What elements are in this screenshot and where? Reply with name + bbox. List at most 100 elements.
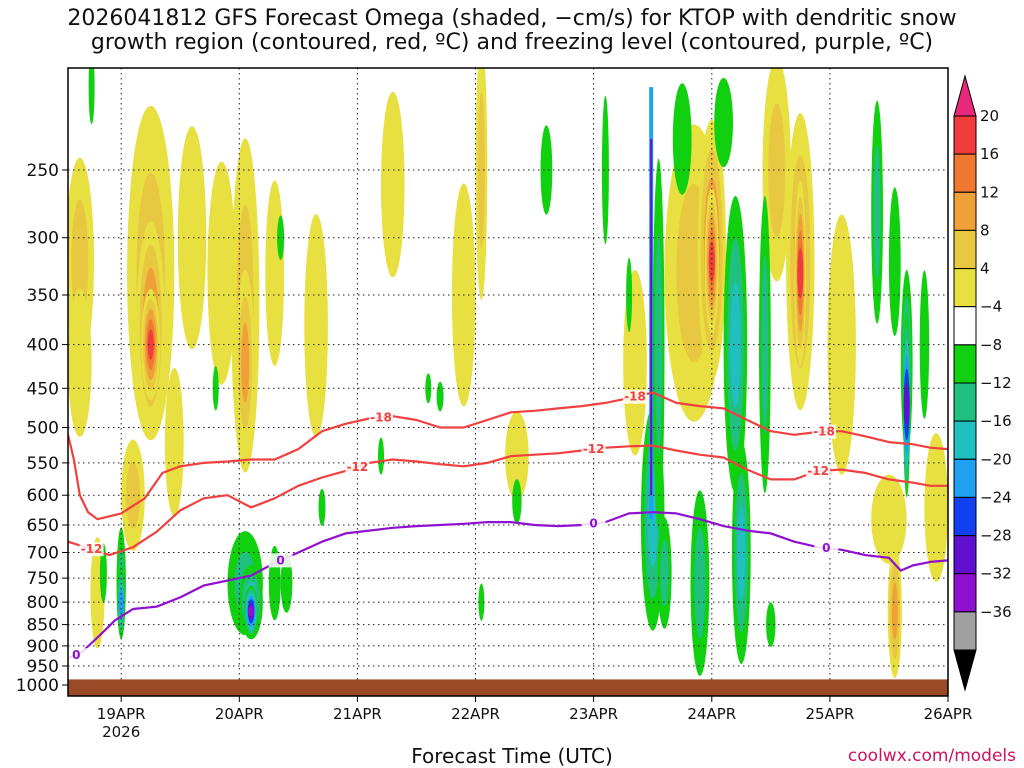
y-tick-label-650: 650 xyxy=(27,516,59,536)
y-tick-label-250: 250 xyxy=(27,161,59,181)
y-tick-label-900: 900 xyxy=(27,637,59,657)
omega-shade-9-2 xyxy=(241,322,250,403)
x-axis-label: Forecast Time (UTC) xyxy=(411,744,613,768)
omega-shade-52-1 xyxy=(694,527,706,639)
y-tick-label-850: 850 xyxy=(27,616,59,636)
contour-label-12-d-bg xyxy=(806,463,831,478)
contour-label-12-b-bg xyxy=(345,459,370,474)
omega-shade-55-1 xyxy=(761,255,769,434)
contour-label-0-d-bg xyxy=(814,541,839,556)
omega-shade-61-5 xyxy=(903,383,910,426)
contour-label-12-c-bg xyxy=(581,442,606,457)
y-tick-label-800: 800 xyxy=(27,593,59,613)
colorbar-box-9 xyxy=(953,420,977,460)
x-tick-sublabel-19APR: 2026 xyxy=(102,723,140,741)
omega-shade-39-0 xyxy=(277,215,285,260)
omega-shade-59-0 xyxy=(888,187,901,336)
colorbar-label-6: −8 xyxy=(980,336,1002,354)
y-tick-label-1000: 1000 xyxy=(16,676,59,696)
colorbar-box-2 xyxy=(953,153,977,193)
colorbar-label-2: 12 xyxy=(980,183,999,201)
omega-shade-40-0 xyxy=(318,488,326,526)
colorbar-label-1: 16 xyxy=(980,145,999,163)
colorbar-box-7 xyxy=(953,344,977,384)
x-tick-label-24APR: 24APR xyxy=(687,705,736,723)
contour-label-0-c-bg xyxy=(581,516,606,531)
contour-label-18-a: -18 xyxy=(370,410,392,424)
x-tick-label-26APR: 26APR xyxy=(924,705,973,723)
omega-shade-44-0 xyxy=(512,479,522,524)
contour-label-12-c: -12 xyxy=(583,442,605,456)
contour-label-0-d: 0 xyxy=(822,541,830,555)
y-tick-label-500: 500 xyxy=(27,419,59,439)
omega-shade-11-0 xyxy=(304,214,328,437)
contour-label-12-b: -12 xyxy=(347,460,369,474)
omega-shade-26-0 xyxy=(924,433,948,582)
omega-shade-57-0 xyxy=(766,602,776,647)
x-tick-label-19APR: 19APR xyxy=(97,705,146,723)
colorbar-box-11 xyxy=(953,496,977,536)
colorbar-label-3: 8 xyxy=(980,221,990,239)
omega-shade-28-0 xyxy=(164,367,184,517)
ground-shading xyxy=(68,679,948,696)
omega-shade-36-0 xyxy=(280,553,293,613)
omega-shade-37-0 xyxy=(88,68,95,125)
omega-shade-31-0 xyxy=(99,543,107,603)
colorbar-box-4 xyxy=(953,229,977,269)
omega-shade-51-0 xyxy=(672,83,692,195)
omega-shade-56-0 xyxy=(714,77,733,168)
colorbar-label-8: −16 xyxy=(980,412,1012,430)
y-tick-label-400: 400 xyxy=(27,336,59,356)
omega-shade-23-0 xyxy=(827,214,856,475)
omega-shade-6-0 xyxy=(177,126,207,350)
colorbar-box-8 xyxy=(953,382,977,422)
omega-shade-42-0 xyxy=(436,381,444,412)
colorbar-box-13 xyxy=(953,573,977,613)
colorbar-box-3 xyxy=(953,191,977,231)
omega-shade-50-1 xyxy=(660,539,669,607)
y-tick-label-950: 950 xyxy=(27,657,59,677)
contour-label-12-a-bg xyxy=(79,542,104,557)
contour-label-0-c: 0 xyxy=(589,517,597,531)
omega-shade-4-4 xyxy=(147,329,154,360)
colorbar-label-7: −12 xyxy=(980,374,1012,392)
x-tick-label-20APR: 20APR xyxy=(215,705,264,723)
omega-shade-10-0 xyxy=(265,180,285,366)
omega-shade-38-0 xyxy=(212,366,219,411)
colorbar-bottom-arrow xyxy=(953,649,977,692)
omega-shade-1-0 xyxy=(68,288,92,438)
colorbar-box-14 xyxy=(953,611,977,651)
colorbar-label-12: −32 xyxy=(980,565,1012,583)
credit-text: coolwx.com/models xyxy=(847,746,1016,766)
colorbar-top-arrow xyxy=(953,74,977,117)
omega-shade-20-1 xyxy=(768,103,786,237)
contour-label-0-a-bg xyxy=(68,648,89,663)
colorbar-box-12 xyxy=(953,535,977,575)
y-tick-label-550: 550 xyxy=(27,454,59,474)
colorbar-label-4: 4 xyxy=(980,260,990,278)
omega-shade-0-1 xyxy=(71,199,89,325)
omega-shade-41-0 xyxy=(378,437,384,475)
contour-label-18-b: -18 xyxy=(624,390,646,404)
y-tick-label-450: 450 xyxy=(27,379,59,399)
y-tick-label-750: 750 xyxy=(27,569,59,589)
omega-streak-inner xyxy=(650,139,653,496)
contour-label-18-b-bg xyxy=(623,389,647,404)
chart-title-line-1: 2026041812 GFS Forecast Omega (shaded, −… xyxy=(67,6,957,31)
omega-shade-58-1 xyxy=(873,145,881,279)
omega-shade-14-1 xyxy=(477,92,485,248)
colorbar-label-10: −24 xyxy=(980,488,1012,506)
contour-label-12-d: -12 xyxy=(807,464,829,478)
omega-shade-12-0 xyxy=(381,91,405,278)
contour-line-0C xyxy=(68,511,948,660)
y-tick-label-700: 700 xyxy=(27,544,59,564)
contour-label-0-b-bg xyxy=(268,553,293,568)
y-tick-label-350: 350 xyxy=(27,286,59,306)
colorbar-box-10 xyxy=(953,458,977,498)
omega-shade-19-4 xyxy=(708,241,715,282)
colorbar-label-11: −28 xyxy=(980,527,1012,545)
contour-line--18C xyxy=(68,391,948,521)
y-tick-label-300: 300 xyxy=(27,229,59,249)
y-tick-label-600: 600 xyxy=(27,486,59,506)
omega-shade-45-0 xyxy=(540,125,553,215)
